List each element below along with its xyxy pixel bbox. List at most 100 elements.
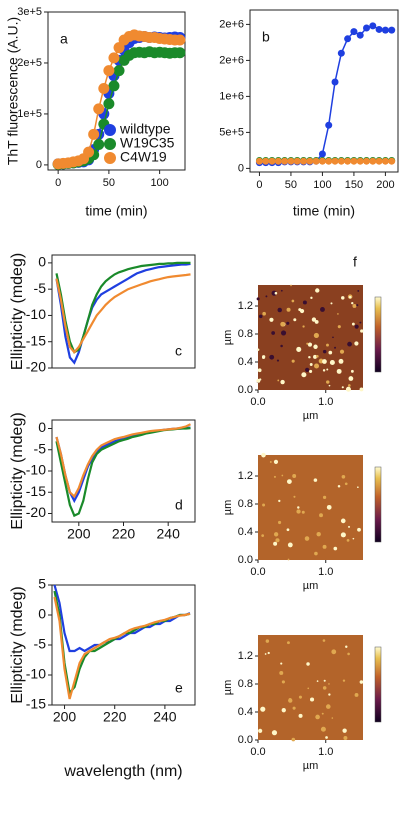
marker: [325, 121, 333, 129]
marker: [381, 26, 389, 34]
afm-particle: [280, 330, 287, 336]
y-tick-label: 0.0: [238, 384, 253, 396]
series-line: [53, 596, 191, 700]
marker: [312, 157, 320, 165]
afm-particle: [258, 314, 263, 319]
afm-particle: [286, 528, 290, 532]
y-axis-label: ThT fluorescence (A.U.): [5, 17, 21, 165]
afm-particle: [273, 475, 276, 478]
x-axis-label: wavelength (nm): [63, 763, 182, 780]
marker: [103, 98, 115, 110]
x-axis-label: time (min): [85, 203, 147, 219]
afm-particle: [322, 495, 327, 500]
afm-particle: [342, 728, 347, 733]
afm-particle: [322, 349, 327, 354]
afm-particle: [313, 332, 319, 339]
afm-particle: [341, 386, 344, 389]
y-tick-label: -15: [26, 332, 46, 348]
afm-particle: [258, 728, 263, 733]
afm-particle: [306, 342, 309, 345]
panel-label: b: [262, 29, 270, 45]
plot-frame: [51, 419, 196, 523]
afm-particle: [291, 299, 295, 303]
afm-particle: [309, 697, 315, 702]
afm-particle: [310, 296, 313, 300]
afm-particle: [341, 474, 346, 479]
x-axis-label: µm: [303, 410, 319, 422]
afm-particle: [313, 344, 318, 349]
afm-particle: [322, 686, 327, 690]
afm-particle: [264, 653, 267, 655]
afm-colorbar: [374, 466, 382, 543]
x-tick-label: 0: [55, 177, 61, 189]
afm-particle: [280, 321, 286, 327]
marker: [93, 139, 105, 151]
afm-particle: [354, 341, 359, 346]
afm-particle: [292, 706, 296, 710]
x-tick-label: 200: [53, 709, 77, 725]
y-tick-label: 5e+5: [219, 126, 244, 138]
y-tick-label: -20: [26, 359, 46, 375]
marker: [356, 31, 364, 39]
afm-particle: [298, 308, 302, 312]
afm-particle: [265, 295, 268, 298]
legend-label: W19C35: [120, 135, 175, 151]
afm-particle: [261, 452, 266, 458]
afm-particle: [337, 313, 339, 315]
afm-particle: [328, 683, 330, 685]
marker: [83, 146, 95, 158]
afm-particle: [357, 289, 360, 292]
afm-particle: [348, 384, 351, 387]
marker: [103, 65, 115, 77]
y-tick-label: -10: [26, 666, 46, 682]
afm-particle: [357, 527, 361, 532]
afm-particle: [286, 479, 292, 484]
afm-particle: [319, 513, 323, 518]
afm-particle: [348, 525, 351, 528]
y-tick-label: 0: [238, 162, 244, 174]
y-axis-label: Ellipticity (mdeg): [9, 253, 26, 370]
x-tick-label: 100: [313, 179, 331, 191]
legend-label: wildtype: [119, 121, 171, 137]
x-tick-label: 50: [103, 177, 115, 189]
panel-label: c: [175, 343, 182, 359]
afm-particle: [321, 712, 324, 715]
y-tick-label: 0.8: [238, 498, 253, 510]
afm-particle: [306, 662, 310, 666]
y-tick-label: 0.4: [238, 356, 253, 368]
afm-particle: [298, 713, 303, 718]
series-line: [55, 423, 191, 499]
afm-particle: [278, 499, 281, 503]
y-tick-label: 0.4: [238, 706, 253, 718]
afm-particle: [281, 680, 285, 684]
afm-particle: [344, 482, 348, 486]
afm-particle: [301, 372, 307, 378]
afm-particle: [340, 532, 346, 538]
afm-particle: [269, 461, 272, 463]
plot-frame: [47, 11, 186, 171]
x-tick-label: 220: [112, 526, 136, 542]
afm-particle: [265, 639, 270, 643]
afm-particle: [320, 307, 325, 312]
series-line: [55, 273, 191, 354]
afm-particle: [271, 290, 277, 296]
marker: [108, 52, 120, 64]
y-tick-label: -10: [26, 462, 46, 478]
x-axis-label: time (min): [293, 203, 355, 219]
x-tick-label: 200: [67, 526, 91, 542]
x-tick-label: 220: [103, 709, 127, 725]
y-axis-label: µm: [222, 330, 234, 346]
afm-particle: [359, 387, 364, 392]
afm-particle: [322, 639, 326, 642]
y-tick-label: -5: [34, 636, 47, 652]
afm-particle: [281, 708, 286, 713]
afm-particle: [356, 304, 359, 307]
marker: [350, 28, 358, 36]
afm-particle: [293, 318, 297, 322]
marker: [255, 157, 263, 165]
afm-particle: [354, 324, 359, 329]
afm-particle: [286, 307, 291, 312]
afm-particle: [334, 346, 337, 349]
marker: [337, 157, 345, 165]
